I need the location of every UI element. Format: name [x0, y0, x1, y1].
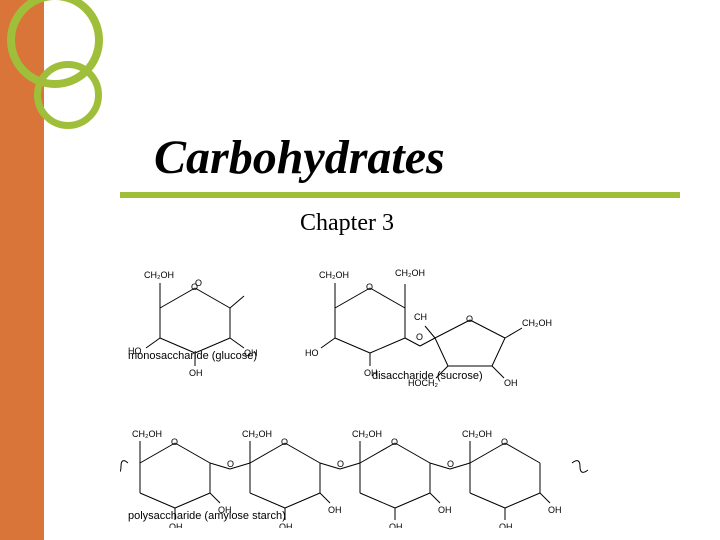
- chemistry-diagrams: OCH₂OHOHOOHOHOCH₂OHHOOHCH₂OHOOCH₂OHOHHOC…: [120, 248, 680, 528]
- svg-text:O: O: [171, 437, 178, 447]
- svg-text:OH: OH: [499, 522, 513, 528]
- svg-text:CH₂OH: CH₂OH: [144, 270, 174, 280]
- svg-text:OH: OH: [169, 522, 183, 528]
- svg-text:O: O: [195, 278, 202, 288]
- svg-text:CH₂OH: CH₂OH: [352, 429, 382, 439]
- svg-text:CH₂OH: CH₂OH: [242, 429, 272, 439]
- svg-text:CH₂OH: CH₂OH: [522, 318, 552, 328]
- svg-text:O: O: [281, 437, 288, 447]
- svg-text:CH: CH: [414, 312, 427, 322]
- svg-text:CH₂OH: CH₂OH: [462, 429, 492, 439]
- svg-text:OH: OH: [189, 368, 203, 378]
- svg-text:O: O: [391, 437, 398, 447]
- svg-text:O: O: [227, 459, 234, 469]
- svg-text:OH: OH: [279, 522, 293, 528]
- molecule-svg: OCH₂OHOHOOHOHOCH₂OHHOOHCH₂OHOOCH₂OHOHHOC…: [120, 248, 680, 528]
- svg-text:O: O: [416, 332, 423, 342]
- svg-text:O: O: [366, 282, 373, 292]
- slide-subtitle: Chapter 3: [300, 210, 394, 237]
- svg-text:OH: OH: [438, 505, 452, 515]
- label-polysaccharide: polysaccharide (amylose starch): [128, 510, 286, 522]
- svg-text:OH: OH: [328, 505, 342, 515]
- slide: Carbohydrates Chapter 3 OCH₂OHOHOOHOHOCH…: [0, 0, 720, 540]
- svg-text:HO: HO: [305, 348, 319, 358]
- deco-circle-small: [34, 61, 102, 129]
- slide-title: Carbohydrates: [154, 130, 445, 185]
- svg-text:OH: OH: [504, 378, 518, 388]
- svg-text:O: O: [466, 314, 473, 324]
- svg-text:O: O: [447, 459, 454, 469]
- svg-text:OH: OH: [389, 522, 403, 528]
- svg-text:O: O: [337, 459, 344, 469]
- label-disaccharide: disaccharide (sucrose): [372, 370, 483, 382]
- svg-text:OH: OH: [548, 505, 562, 515]
- label-monosaccharide: monosaccharide (glucose): [128, 350, 257, 362]
- svg-text:CH₂OH: CH₂OH: [132, 429, 162, 439]
- svg-text:CH₂OH: CH₂OH: [319, 270, 349, 280]
- svg-text:CH₂OH: CH₂OH: [395, 268, 425, 278]
- title-underline: [120, 192, 680, 198]
- svg-text:O: O: [501, 437, 508, 447]
